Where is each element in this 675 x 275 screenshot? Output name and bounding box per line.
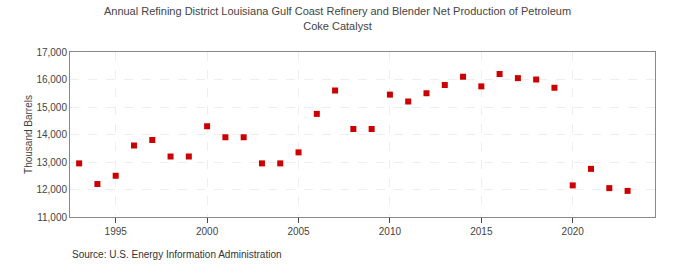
svg-text:14,000: 14,000 <box>36 129 67 140</box>
svg-text:1995: 1995 <box>105 226 128 237</box>
svg-text:2020: 2020 <box>562 226 585 237</box>
svg-text:13,000: 13,000 <box>36 157 67 168</box>
svg-text:2005: 2005 <box>287 226 310 237</box>
svg-text:12,000: 12,000 <box>36 184 67 195</box>
svg-text:Annual Refining District Louis: Annual Refining District Louisiana Gulf … <box>104 5 571 31</box>
svg-text:Thousand Barrels: Thousand Barrels <box>23 95 34 174</box>
svg-text:2015: 2015 <box>470 226 493 237</box>
svg-text:11,000: 11,000 <box>37 212 67 223</box>
svg-text:16,000: 16,000 <box>36 74 67 85</box>
svg-text:Source: U.S. Energy Informatio: Source: U.S. Energy Information Administ… <box>72 249 282 260</box>
svg-text:2010: 2010 <box>379 226 402 237</box>
svg-text:15,000: 15,000 <box>36 102 67 113</box>
svg-text:17,000: 17,000 <box>36 47 67 58</box>
svg-text:2000: 2000 <box>196 226 219 237</box>
